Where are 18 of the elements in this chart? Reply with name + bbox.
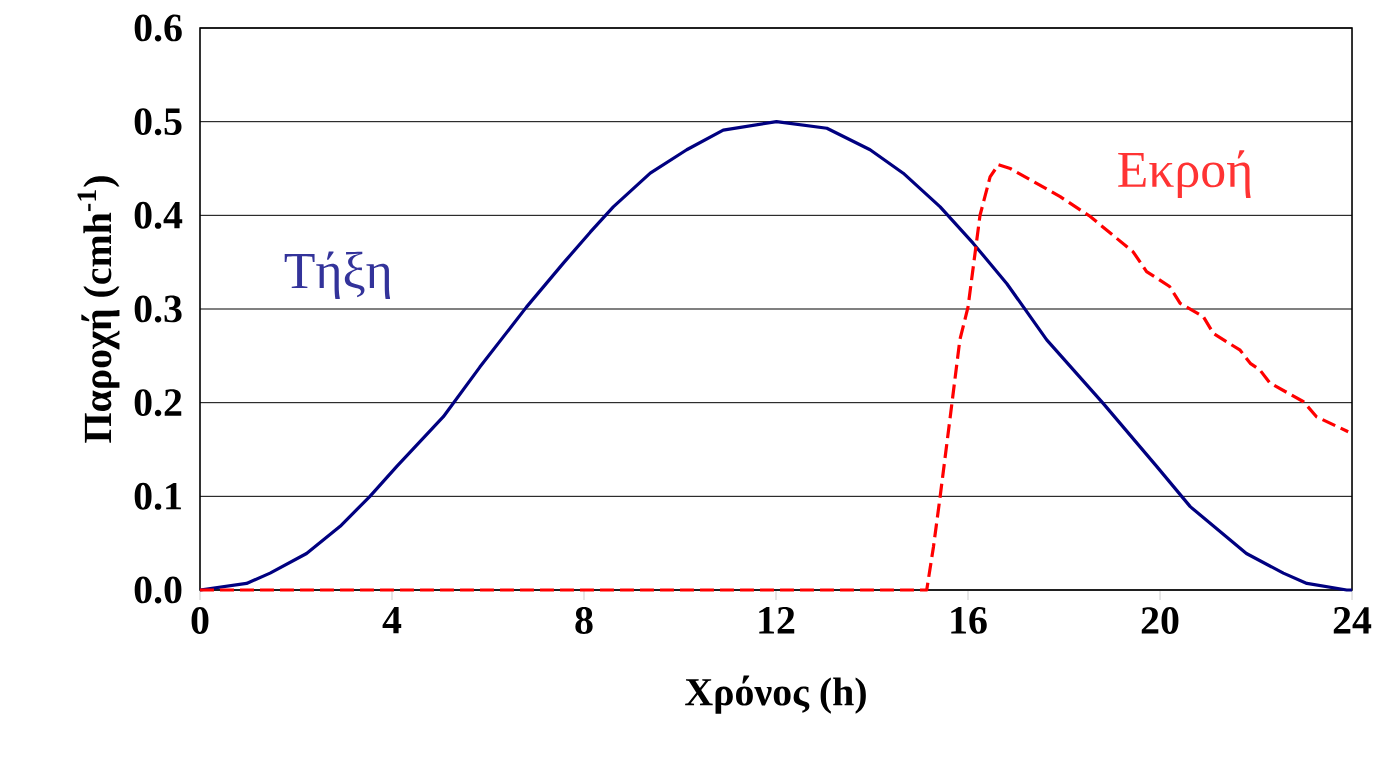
x-tick-label: 24 xyxy=(1333,607,1372,634)
y-tick-label: 0.5 xyxy=(134,108,182,136)
x-tick-label: 12 xyxy=(759,607,795,634)
x-tick-label: 4 xyxy=(382,607,402,634)
y-tick-label: 0.4 xyxy=(134,201,183,229)
y-axis-title: Παροχή (cmh$^{-1}$) xyxy=(77,176,120,443)
y-tick-label: 0.6 xyxy=(134,14,182,42)
x-tick-label: 20 xyxy=(1141,607,1179,634)
text: Τήξη xyxy=(284,251,390,300)
x-tick-label: 16 xyxy=(951,607,987,634)
x-axis-title: Χρόνος (h) xyxy=(685,675,866,714)
y-tick-label: 0.3 xyxy=(134,295,182,323)
series-label: Εκροή xyxy=(1118,150,1251,198)
y-tick-label: 0.2 xyxy=(134,389,182,417)
x-tick-label: 0 xyxy=(191,607,209,634)
x-tick-label: 8 xyxy=(575,607,593,634)
y-tick-label: 0.1 xyxy=(134,482,181,510)
y-tick-label: 0.0 xyxy=(134,576,182,604)
